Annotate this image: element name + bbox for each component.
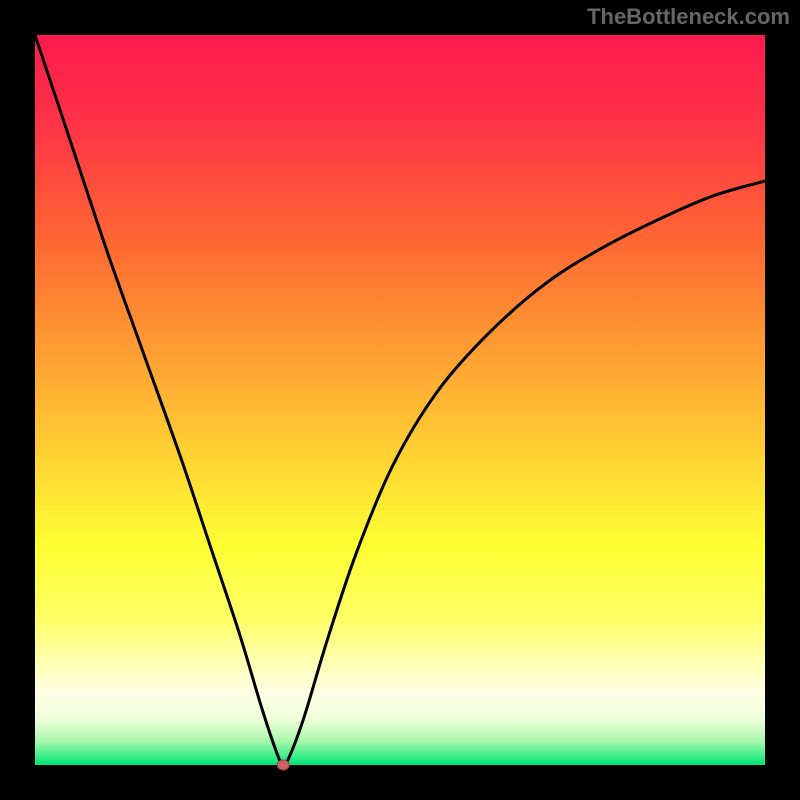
bottleneck-chart-svg: TheBottleneck.com [0,0,800,800]
optimum-marker [277,760,289,770]
chart-container: TheBottleneck.com [0,0,800,800]
watermark-text: TheBottleneck.com [587,4,790,29]
plot-area [35,35,765,765]
